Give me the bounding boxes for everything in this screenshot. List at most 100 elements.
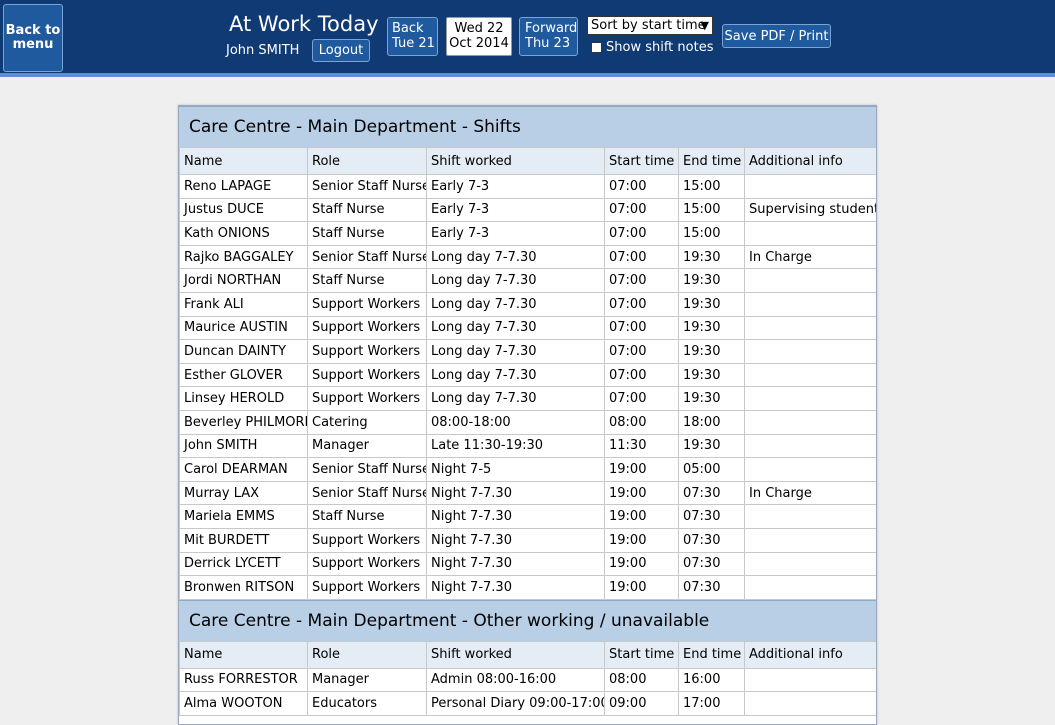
table-cell: 07:00 bbox=[604, 315, 679, 341]
table-cell: 19:00 bbox=[604, 527, 679, 553]
table-cell: Personal Diary 09:00-17:00 bbox=[426, 691, 605, 716]
logout-button[interactable]: Logout bbox=[312, 39, 370, 62]
table-cell: In Charge bbox=[744, 244, 876, 270]
table-cell: 07:30 bbox=[678, 480, 745, 506]
sort-select[interactable]: Sort by start time ▼ bbox=[587, 16, 713, 35]
table-cell: 19:30 bbox=[678, 315, 745, 341]
previous-day-label: Back bbox=[392, 21, 424, 36]
table-row: John SMITH Manager Late 11:30-19:30 11:30 19… bbox=[179, 433, 876, 459]
next-day-label: Forward bbox=[525, 21, 578, 36]
table-cell: Mit BURDETT bbox=[179, 527, 308, 553]
table-cell: Educators bbox=[307, 691, 427, 716]
table-cell: Support Workers bbox=[307, 339, 427, 364]
table-cell: Carol DEARMAN bbox=[179, 457, 308, 482]
save-pdf-print-button[interactable]: Save PDF / Print bbox=[722, 24, 831, 48]
table-cell: Murray LAX bbox=[179, 480, 308, 506]
table-cell: 07:00 bbox=[604, 362, 679, 388]
table-cell: 18:00 bbox=[678, 409, 745, 435]
table-cell: Long day 7-7.30 bbox=[426, 339, 605, 364]
column-header: Name bbox=[179, 640, 308, 669]
table-row: Carol DEARMAN Senior Staff Nurse Night 7-5… bbox=[179, 457, 876, 482]
table-cell: 19:00 bbox=[604, 551, 679, 577]
table-cell bbox=[744, 291, 876, 317]
table-cell: Long day 7-7.30 bbox=[426, 291, 605, 317]
table-cell: Frank ALI bbox=[179, 291, 308, 317]
app-header: Back to menu At Work Today John SMITH Lo… bbox=[0, 0, 1055, 77]
current-date: Wed 22 Oct 2014 bbox=[446, 17, 512, 56]
table-cell: Maurice AUSTIN bbox=[179, 315, 308, 341]
column-header: End time bbox=[678, 147, 745, 175]
table-row: Maurice AUSTIN Support Workers Long day 7-… bbox=[179, 315, 876, 341]
table-row: Jordi NORTHAN Staff Nurse Long day 7-7.30 0… bbox=[179, 268, 876, 293]
table-cell bbox=[744, 221, 876, 246]
table-cell: Early 7-3 bbox=[426, 197, 605, 223]
table-cell: Night 7-5 bbox=[426, 457, 605, 482]
table-cell: Admin 08:00-16:00 bbox=[426, 667, 605, 693]
column-header: Role bbox=[307, 640, 427, 669]
table-cell: Mariela EMMS bbox=[179, 504, 308, 529]
table-cell: Night 7-7.30 bbox=[426, 504, 605, 529]
table-cell: 16:00 bbox=[678, 667, 745, 693]
table-cell: 19:00 bbox=[604, 480, 679, 506]
section-title: Care Centre - Main Department - Shifts bbox=[179, 106, 876, 147]
current-date-month: Oct 2014 bbox=[449, 36, 509, 51]
table-cell bbox=[744, 268, 876, 293]
show-shift-notes-checkbox[interactable] bbox=[591, 42, 602, 53]
table-cell: 08:00-18:00 bbox=[426, 409, 605, 435]
table-cell: In Charge bbox=[744, 480, 876, 506]
table-cell: Early 7-3 bbox=[426, 174, 605, 199]
table-cell: 07:00 bbox=[604, 291, 679, 317]
user-name: John SMITH bbox=[226, 43, 300, 58]
table-cell: Night 7-7.30 bbox=[426, 527, 605, 553]
table-cell: 07:00 bbox=[604, 197, 679, 223]
table-cell bbox=[744, 667, 876, 693]
shift-table: Name Role Shift worked Start time End time Ad… bbox=[179, 147, 876, 600]
column-header: Additional info bbox=[744, 640, 876, 669]
table-cell bbox=[744, 433, 876, 459]
current-date-day: Wed 22 bbox=[454, 21, 504, 36]
table-cell: 08:00 bbox=[604, 667, 679, 693]
table-cell: 19:30 bbox=[678, 291, 745, 317]
table-cell: Beverley PHILMORE bbox=[179, 409, 308, 435]
table-cell bbox=[744, 362, 876, 388]
table-cell: Bronwen RITSON bbox=[179, 575, 308, 600]
table-cell: Support Workers bbox=[307, 291, 427, 317]
table-cell: Duncan DAINTY bbox=[179, 339, 308, 364]
column-header: Additional info bbox=[744, 147, 876, 175]
table-cell: Night 7-7.30 bbox=[426, 480, 605, 506]
table-cell: 15:00 bbox=[678, 221, 745, 246]
rota-panel: Care Centre - Main Department - Shifts Na… bbox=[178, 105, 877, 725]
table-row: Mit BURDETT Support Workers Night 7-7.30 19… bbox=[179, 527, 876, 553]
back-to-menu-button[interactable]: Back to menu bbox=[3, 4, 63, 72]
table-cell: Linsey HEROLD bbox=[179, 386, 308, 411]
table-cell: Night 7-7.30 bbox=[426, 575, 605, 600]
previous-day-button[interactable]: Back Tue 21 bbox=[387, 17, 438, 56]
table-cell: Senior Staff Nurse bbox=[307, 244, 427, 270]
column-header: Start time bbox=[604, 640, 679, 669]
table-cell bbox=[744, 575, 876, 600]
table-cell: 15:00 bbox=[678, 174, 745, 199]
table-row: Reno LAPAGE Senior Staff Nurse Early 7-3 07… bbox=[179, 174, 876, 199]
table-cell: 05:00 bbox=[678, 457, 745, 482]
table-header-row: Name Role Shift worked Start time End time Ad… bbox=[179, 147, 876, 175]
table-cell: Staff Nurse bbox=[307, 197, 427, 223]
table-cell: Early 7-3 bbox=[426, 221, 605, 246]
table-cell: Senior Staff Nurse bbox=[307, 457, 427, 482]
table-cell: Long day 7-7.30 bbox=[426, 315, 605, 341]
table-cell bbox=[744, 691, 876, 716]
table-cell: Long day 7-7.30 bbox=[426, 268, 605, 293]
table-cell bbox=[744, 551, 876, 577]
column-header: Shift worked bbox=[426, 147, 605, 175]
table-cell: Staff Nurse bbox=[307, 504, 427, 529]
table-row: Alma WOOTON Educators Personal Diary 09:00… bbox=[179, 691, 876, 716]
table-cell: 19:00 bbox=[604, 504, 679, 529]
show-shift-notes-toggle[interactable]: Show shift notes bbox=[591, 40, 713, 55]
table-cell: 19:30 bbox=[678, 362, 745, 388]
table-row: Justus DUCE Staff Nurse Early 7-3 07:00 15:0… bbox=[179, 197, 876, 223]
table-cell: 11:30 bbox=[604, 433, 679, 459]
next-day-button[interactable]: Forward Thu 23 bbox=[519, 17, 578, 56]
table-cell bbox=[744, 315, 876, 341]
table-cell: Late 11:30-19:30 bbox=[426, 433, 605, 459]
table-cell: Russ FORRESTOR bbox=[179, 667, 308, 693]
table-cell: Jordi NORTHAN bbox=[179, 268, 308, 293]
